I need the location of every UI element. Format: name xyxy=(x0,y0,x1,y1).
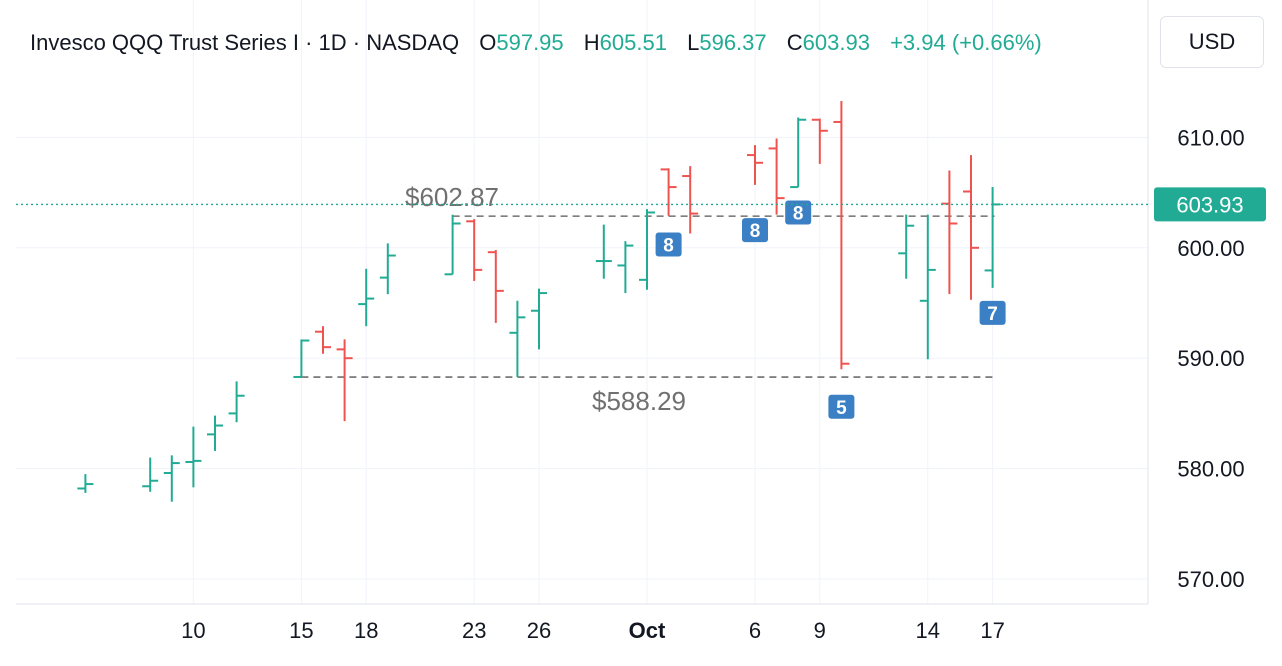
time-tick-label: Oct xyxy=(629,618,666,643)
time-tick-label: 10 xyxy=(181,618,205,643)
event-markers[interactable]: 8 8 8 5 7 xyxy=(655,200,1006,419)
price-tick-label: 600.00 xyxy=(1177,236,1244,261)
time-tick-label: 6 xyxy=(749,618,761,643)
ohlc-bar xyxy=(595,224,612,279)
time-tick-label: 9 xyxy=(814,618,826,643)
ohlc-bar xyxy=(617,241,634,294)
level-label: $588.29 xyxy=(592,386,686,416)
price-tick-label: 590.00 xyxy=(1177,346,1244,371)
ohlc-bar xyxy=(941,170,958,295)
event-marker-label: 7 xyxy=(987,304,998,325)
last-price-tag[interactable] xyxy=(1154,187,1266,222)
price-tick-label: 580.00 xyxy=(1177,457,1244,482)
time-tick-label: 17 xyxy=(980,618,1004,643)
event-marker-box xyxy=(655,232,682,257)
ohlc-bar xyxy=(466,219,483,281)
ohlc-bar xyxy=(963,155,979,300)
high-value: 605.51 xyxy=(599,30,667,55)
event-marker[interactable]: 8 xyxy=(655,232,682,257)
ohlc-bar xyxy=(919,214,936,360)
event-marker-label: 8 xyxy=(793,203,804,224)
time-tick-label: 14 xyxy=(916,618,940,643)
ohlc-bar xyxy=(660,168,677,216)
ohlc-bar xyxy=(984,186,1001,288)
ohlc-bar xyxy=(833,100,850,370)
ohlc-bar xyxy=(531,288,547,350)
close-label: C xyxy=(786,30,803,55)
ohlc-bar xyxy=(207,415,223,451)
open-label: O xyxy=(479,30,497,55)
ohlc-bar xyxy=(768,138,785,215)
symbol-title: Invesco QQQ Trust Series I · 1D · NASDAQ xyxy=(30,30,460,55)
ohlc-bar xyxy=(315,326,331,354)
time-tick-label: 18 xyxy=(354,618,378,643)
price-tick-label: 570.00 xyxy=(1177,567,1244,592)
ohlc-bar xyxy=(228,381,245,423)
ohlc-bar xyxy=(639,209,655,290)
ohlc-bar xyxy=(509,300,526,377)
ohlc-bar xyxy=(487,250,504,323)
time-tick-label: 23 xyxy=(462,618,486,643)
ohlc-bar xyxy=(790,117,807,189)
event-marker-label: 8 xyxy=(750,221,761,242)
event-marker[interactable]: 8 xyxy=(742,218,768,243)
ohlc-bar xyxy=(142,457,159,492)
close-value: 603.93 xyxy=(802,30,870,55)
last-price-tag-label: 603.93 xyxy=(1176,192,1243,217)
price-levels: $602.87 $588.29 xyxy=(301,182,995,416)
open-value: 597.95 xyxy=(496,30,564,55)
event-marker-box xyxy=(828,394,855,419)
event-marker[interactable]: 8 xyxy=(785,200,812,225)
ohlc-bar xyxy=(682,166,699,234)
ohlc-bar xyxy=(379,243,396,295)
ohlc-bar xyxy=(747,145,763,185)
time-tick-label: 26 xyxy=(527,618,551,643)
ohlc-bar xyxy=(185,426,202,488)
ohlc-bar xyxy=(77,474,94,493)
ohlc-bar xyxy=(444,214,461,276)
event-marker[interactable]: 5 xyxy=(828,394,855,419)
event-marker-box xyxy=(785,200,812,225)
low-value: 596.37 xyxy=(699,30,767,55)
symbol-legend: Invesco QQQ Trust Series I · 1D · NASDAQ… xyxy=(30,30,1042,56)
grid-lines xyxy=(16,0,1149,605)
ohlc-bar xyxy=(163,455,180,502)
time-tick-label: 15 xyxy=(289,618,313,643)
low-label: L xyxy=(687,30,700,55)
ohlc-bar xyxy=(898,214,915,279)
ohlc-bar xyxy=(811,118,828,164)
event-marker-label: 5 xyxy=(836,398,847,419)
price-tick-label: 610.00 xyxy=(1177,125,1244,150)
currency-button[interactable]: USD xyxy=(1160,16,1264,68)
event-marker[interactable]: 7 xyxy=(979,300,1006,325)
ohlc-bar xyxy=(336,339,353,422)
time-axis[interactable]: 10 15 18 23 26 Oct 6 9 14 17 xyxy=(181,618,1005,643)
event-marker-box xyxy=(979,300,1006,325)
ohlc-bars xyxy=(77,100,1001,502)
event-marker-box xyxy=(742,218,768,243)
ohlc-bar xyxy=(293,339,310,378)
price-axis[interactable]: 570.00 580.00 590.00 600.00 610.00 603.93 xyxy=(1154,125,1266,592)
ohlc-bar xyxy=(358,268,375,327)
level-label: $602.87 xyxy=(405,182,499,212)
event-marker-label: 8 xyxy=(663,235,674,256)
high-label: H xyxy=(583,30,600,55)
change-value: +3.94 (+0.66%) xyxy=(890,30,1042,55)
